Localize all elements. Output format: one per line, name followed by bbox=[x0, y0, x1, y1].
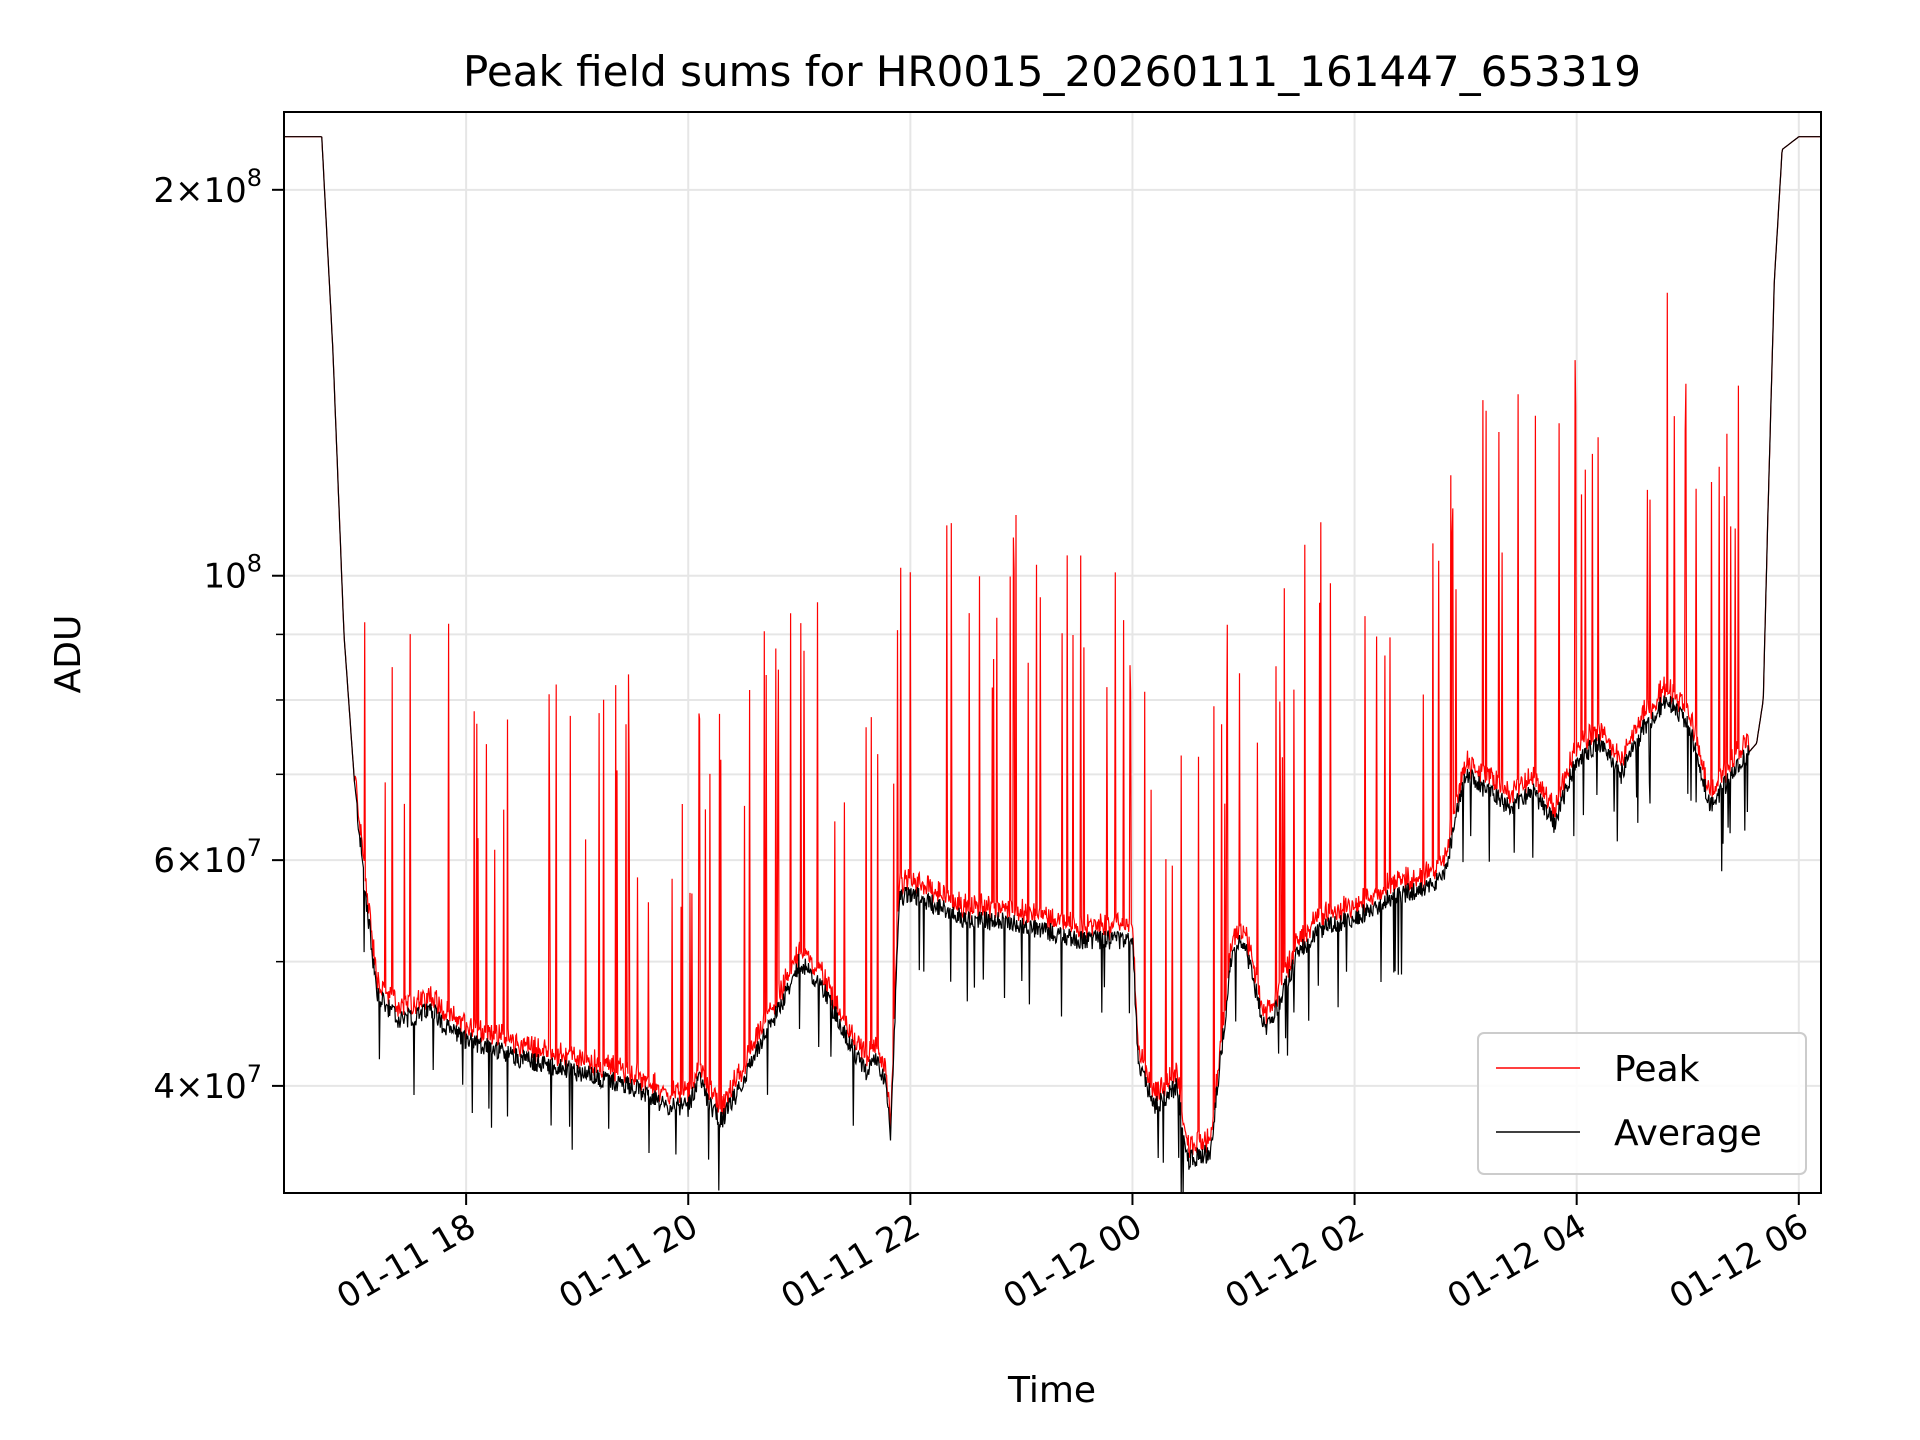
legend-peak-label: Peak bbox=[1614, 1049, 1700, 1090]
peak-series-line bbox=[284, 136, 1821, 1158]
y-axis: 4×107 6×107 108 2×108 bbox=[153, 164, 284, 1107]
y-tick-exponent: 7 bbox=[247, 834, 262, 862]
chart-title: Peak field sums for HR0015_20260111_1614… bbox=[463, 47, 1641, 96]
y-tick-exponent: 8 bbox=[247, 164, 262, 192]
plot-area-frame bbox=[283, 111, 1822, 1194]
x-tick-label: 01-12 04 bbox=[1441, 1206, 1593, 1317]
average-series-line bbox=[284, 136, 1821, 1193]
y-tick-exponent: 7 bbox=[247, 1060, 262, 1088]
x-tick-label: 01-11 18 bbox=[330, 1206, 482, 1317]
y-tick-label: 2×108 bbox=[153, 164, 262, 211]
legend-average-label: Average bbox=[1614, 1113, 1762, 1154]
y-tick-label: 6×107 bbox=[153, 834, 262, 881]
y-tick-label: 4×107 bbox=[153, 1060, 262, 1107]
x-tick-label: 01-12 06 bbox=[1663, 1206, 1815, 1317]
y-axis-label: ADU bbox=[48, 615, 89, 694]
x-tick-label: 01-12 02 bbox=[1219, 1206, 1371, 1317]
x-tick-label: 01-11 22 bbox=[774, 1206, 926, 1317]
x-axis-label: Time bbox=[1007, 1370, 1096, 1411]
x-tick-label: 01-12 00 bbox=[997, 1206, 1149, 1317]
y-tick-mantissa: 2× bbox=[153, 171, 203, 211]
legend: Peak Average bbox=[1477, 1032, 1807, 1175]
y-tick-mantissa: 6× bbox=[153, 841, 203, 881]
y-tick-exponent: 8 bbox=[247, 550, 262, 578]
series-layer bbox=[284, 136, 1821, 1193]
x-axis: 01-11 18 01-11 20 01-11 22 01-12 00 01-12 02… bbox=[330, 1193, 1815, 1317]
grid bbox=[284, 112, 1821, 1193]
y-tick-label: 108 bbox=[203, 550, 262, 597]
x-tick-label: 01-11 20 bbox=[552, 1206, 704, 1317]
y-tick-mantissa: 4× bbox=[153, 1067, 203, 1107]
